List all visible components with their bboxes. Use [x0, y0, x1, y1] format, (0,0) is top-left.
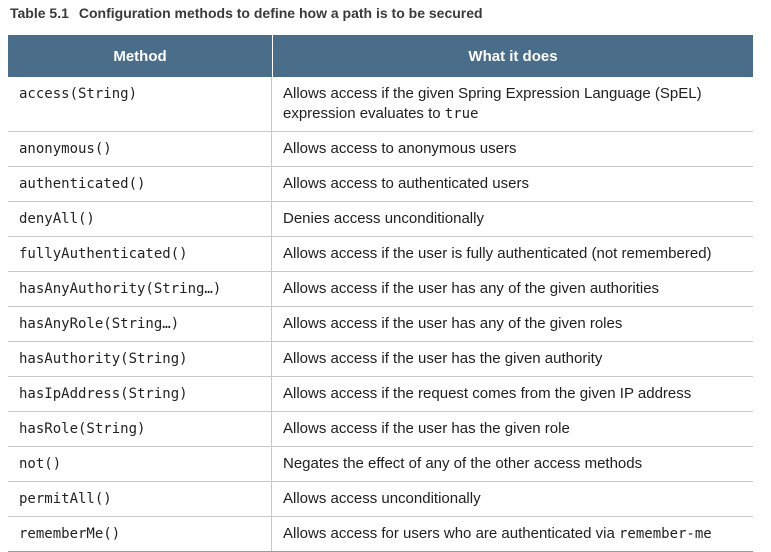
table-number: Table 5.1 [10, 5, 69, 21]
table-row: anonymous() Allows access to anonymous u… [8, 132, 753, 167]
table-row: hasIpAddress(String) Allows access if th… [8, 377, 753, 412]
method-cell: hasAnyRole(String…) [8, 307, 272, 341]
table-body: access(String) Allows access if the give… [8, 77, 753, 552]
config-methods-table: Method What it does access(String) Allow… [8, 35, 753, 552]
method-cell: hasIpAddress(String) [8, 377, 272, 411]
description-cell: Allows access if the request comes from … [283, 385, 692, 402]
method-cell: hasAnyAuthority(String…) [8, 272, 272, 306]
table-title: Configuration methods to define how a pa… [78, 5, 483, 21]
description-cell: Allows access to authenticated users [283, 175, 529, 192]
description-cell: Allows access for users who are authenti… [272, 517, 753, 551]
table-caption: Table 5.1 Configuration methods to define… [10, 5, 483, 21]
table-row: permitAll() Allows access unconditionall… [8, 482, 753, 517]
description-cell: Allows access if the user is fully authe… [283, 245, 712, 262]
table-row: rememberMe() Allows access for users who… [8, 517, 753, 551]
method-cell: anonymous() [8, 132, 272, 166]
description-cell: Allows access unconditionally [283, 490, 481, 507]
description-cell: Allows access if the user has any of the… [283, 315, 623, 332]
description-cell: Allows access if the user has any of the… [283, 280, 660, 297]
method-cell: rememberMe() [8, 517, 272, 551]
description-cell: Denies access unconditionally [283, 210, 484, 227]
table-row: hasAuthority(String) Allows access if th… [8, 342, 753, 377]
method-cell: hasAuthority(String) [8, 342, 272, 376]
description-cell: Allows access if the user has the given … [283, 420, 570, 437]
description-cell: Allows access if the user has the given … [283, 350, 603, 367]
method-cell: fullyAuthenticated() [8, 237, 272, 271]
method-cell: permitAll() [8, 482, 272, 516]
column-header-what-it-does: What it does [468, 47, 558, 65]
code-literal: true [444, 106, 479, 122]
column-header-method: Method [8, 35, 273, 77]
table-row: not() Negates the effect of any of the o… [8, 447, 753, 482]
description-cell: Negates the effect of any of the other a… [283, 455, 643, 472]
table-row: authenticated() Allows access to authent… [8, 167, 753, 202]
method-cell: not() [8, 447, 272, 481]
description-text: expression evaluates to [283, 105, 445, 122]
method-cell: denyAll() [8, 202, 272, 236]
table-row: access(String) Allows access if the give… [8, 77, 753, 132]
code-literal: remember-me [619, 526, 712, 542]
description-line: Allows access if the given Spring Expres… [283, 85, 702, 102]
description-cell: Allows access to anonymous users [283, 140, 517, 157]
table-row: hasAnyAuthority(String…) Allows access i… [8, 272, 753, 307]
table-header: Method What it does [8, 35, 753, 77]
table-row: fullyAuthenticated() Allows access if th… [8, 237, 753, 272]
table-row: denyAll() Denies access unconditionally [8, 202, 753, 237]
description-text: Allows access for users who are authenti… [283, 525, 619, 542]
table-row: hasRole(String) Allows access if the use… [8, 412, 753, 447]
description-line: expression evaluates to true [283, 104, 753, 124]
method-cell: authenticated() [8, 167, 272, 201]
description-cell: Allows access if the given Spring Expres… [272, 77, 753, 131]
method-cell: hasRole(String) [8, 412, 272, 446]
table-row: hasAnyRole(String…) Allows access if the… [8, 307, 753, 342]
method-cell: access(String) [8, 77, 272, 131]
